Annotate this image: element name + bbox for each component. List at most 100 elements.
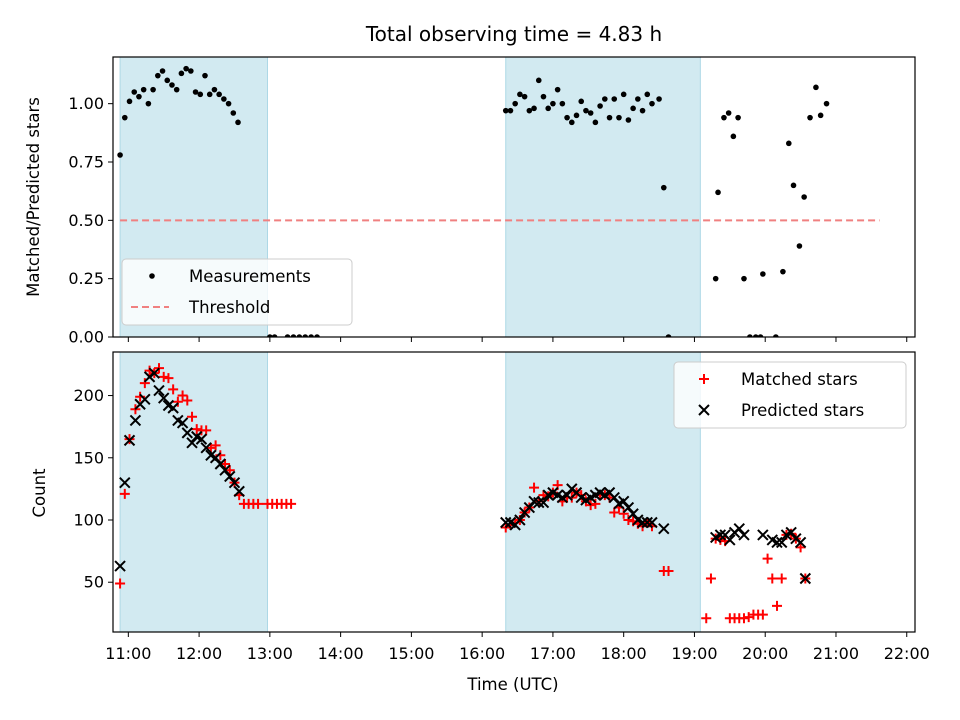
measurement-point (526, 107, 533, 114)
measurement-point (730, 133, 737, 140)
measurement-point (121, 114, 128, 121)
x-tick-label: 20:00 (742, 644, 788, 663)
x-tick-label: 22:00 (884, 644, 930, 663)
matched-star-point (529, 482, 540, 493)
legend: Measurements Threshold (121, 258, 353, 326)
measurement-point (606, 114, 613, 121)
predicted-star-point (214, 458, 227, 470)
measurement-point (188, 68, 194, 74)
predicted-star-point (514, 514, 526, 526)
predicted-star-point (224, 470, 236, 483)
predicted-star-point (209, 452, 222, 464)
predicted-star-point (636, 516, 649, 529)
measurement-point (559, 100, 566, 107)
legend-handle-measurements (149, 273, 155, 279)
predicted-star-point (714, 529, 727, 541)
predicted-star-point (799, 572, 812, 585)
measurement-point (568, 119, 575, 126)
predicted-star-point (533, 496, 545, 509)
measurement-point (602, 96, 608, 102)
measurement-point (735, 114, 741, 121)
matched-star-point (158, 371, 169, 382)
measurement-point (211, 86, 218, 93)
x-tick-label: 12:00 (176, 644, 222, 663)
measurement-point (644, 91, 651, 98)
measurement-point (290, 334, 297, 337)
measurement-point (665, 334, 672, 337)
bottom-y-axis-label: Count (30, 468, 49, 518)
predicted-star-point (627, 508, 639, 520)
matched-star-point (187, 411, 198, 422)
measurement-point (639, 107, 646, 114)
measurement-point (786, 140, 792, 147)
observing-window (505, 57, 701, 337)
measurement-point (517, 91, 523, 98)
measurement-point (796, 243, 803, 249)
observing-window (119, 352, 269, 632)
measurement-point (296, 334, 303, 337)
matched-star-point (210, 440, 221, 451)
x-axis-label: Time (UTC) (466, 675, 558, 694)
legend-handle-predicted (698, 404, 710, 416)
measurement-point (136, 93, 142, 100)
predicted-star-point (119, 476, 131, 489)
predicted-star-point (129, 414, 142, 427)
predicted-star-point (139, 393, 151, 405)
x-tick-label: 21:00 (813, 644, 859, 663)
predicted-star-point (738, 529, 750, 541)
measurement-point (773, 334, 779, 337)
measurement-point (578, 98, 585, 105)
matched-star-point (163, 373, 174, 384)
measurement-point (760, 271, 766, 277)
matched-star-point (286, 498, 297, 509)
x-tick-label: 11:00 (105, 644, 151, 663)
measurement-point (155, 72, 161, 79)
matched-star-point (201, 425, 212, 436)
predicted-star-point (794, 536, 807, 549)
y-tick-label: 150 (73, 448, 104, 467)
matched-star-point (172, 396, 183, 407)
measurement-point (164, 77, 171, 84)
measurement-point (230, 110, 237, 116)
measurement-point (592, 119, 599, 126)
measurement-point (635, 96, 641, 102)
x-tick-label: 15:00 (388, 644, 434, 663)
predicted-star-point (733, 523, 745, 535)
measurement-point (620, 91, 627, 98)
measurement-point (521, 93, 528, 100)
x-tick-label: 17:00 (530, 644, 576, 663)
predicted-star-point (724, 534, 736, 546)
predicted-star-point (181, 427, 194, 439)
predicted-star-point (200, 442, 212, 454)
predicted-star-point (658, 523, 670, 535)
measurement-point (183, 65, 189, 72)
measurement-point (616, 114, 622, 121)
predicted-star-point (622, 501, 635, 514)
measurement-point (178, 70, 185, 77)
predicted-star-point (617, 495, 630, 508)
measurement-point (725, 110, 732, 116)
measurement-point (150, 86, 156, 93)
measurement-point (206, 91, 213, 98)
matched-star-point (191, 424, 202, 435)
predicted-star-point (785, 526, 797, 539)
y-tick-label: 1.00 (68, 94, 104, 113)
legend-label: Measurements (189, 267, 311, 286)
measurement-point (583, 107, 589, 114)
matched-star-point (705, 573, 716, 584)
predicted-star-point (233, 485, 245, 498)
matched-star-point (115, 578, 126, 589)
measurement-point (752, 334, 759, 337)
axes-frame (112, 56, 916, 338)
measurement-point (117, 152, 123, 158)
matched-star-point (618, 508, 629, 519)
matched-star-point (119, 488, 130, 499)
measurement-point (573, 112, 580, 119)
measurement-point (540, 93, 547, 100)
y-tick-label: 50 (84, 573, 104, 592)
legend-handle-matched (699, 374, 709, 384)
legend-box (121, 258, 353, 326)
measurement-point (660, 184, 667, 191)
axes-frame (112, 351, 916, 633)
